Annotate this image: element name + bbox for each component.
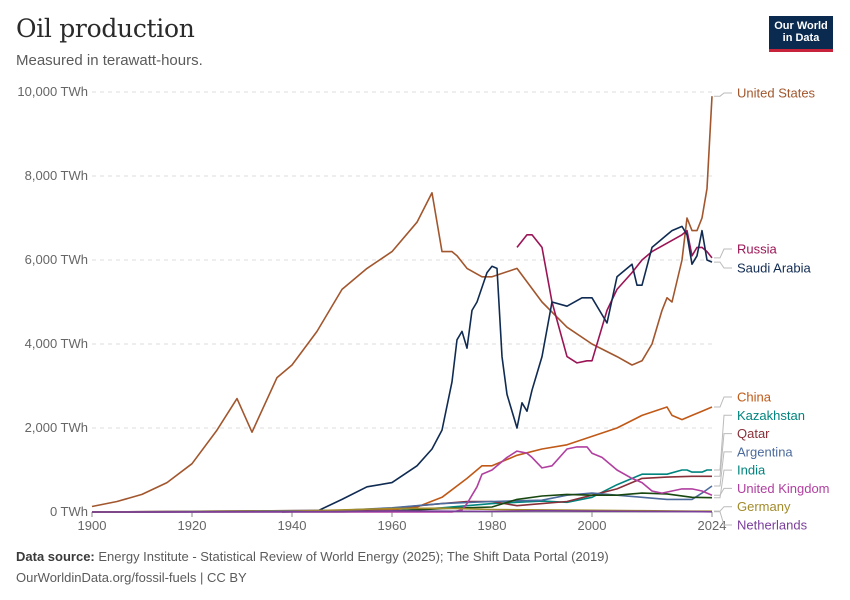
x-tick-label: 1900 — [78, 518, 107, 533]
series-label-germany: Germany — [737, 499, 791, 514]
series-label-united-kingdom: United Kingdom — [737, 481, 830, 496]
grid-layer — [92, 91, 712, 513]
label-connector — [714, 469, 732, 499]
series-label-argentina: Argentina — [737, 444, 793, 459]
logo-accent-bar — [769, 49, 833, 52]
label-connector — [714, 511, 732, 526]
series-lines — [91, 96, 713, 513]
series-line-kazakhstan — [91, 469, 712, 513]
series-line-russia — [516, 229, 713, 364]
label-connector — [714, 414, 732, 471]
label-connector — [714, 261, 732, 269]
series-label-russia: Russia — [737, 242, 778, 257]
owid-logo[interactable]: Our World in Data — [769, 16, 833, 52]
footer-source: Data source: Energy Institute - Statisti… — [16, 549, 609, 564]
series-label-netherlands: Netherlands — [737, 518, 808, 533]
series-label-united-states: United States — [737, 86, 816, 101]
x-tick-label: 2024 — [698, 518, 727, 533]
label-connector — [714, 92, 732, 97]
source-text: Energy Institute - Statistical Review of… — [98, 549, 609, 564]
series-label-india: India — [737, 463, 766, 478]
series-label-kazakhstan: Kazakhstan — [737, 408, 805, 423]
series-line-china — [91, 406, 713, 513]
logo-line-1: Our World — [774, 20, 828, 32]
series-line-saudi-arabia — [281, 225, 713, 513]
y-tick-label: 10,000 TWh — [17, 84, 88, 99]
y-tick-label: 0 TWh — [50, 504, 88, 519]
x-tick-label: 1980 — [478, 518, 507, 533]
y-tick-label: 2,000 TWh — [25, 420, 88, 435]
label-connector — [714, 396, 732, 408]
label-connector — [714, 433, 732, 477]
x-tick-label: 2000 — [578, 518, 607, 533]
x-tick-label: 1920 — [178, 518, 207, 533]
chart-title: Oil production — [16, 14, 195, 43]
y-tick-label: 4,000 TWh — [25, 336, 88, 351]
label-connector — [714, 451, 732, 487]
series-label-qatar: Qatar — [737, 426, 770, 441]
x-tick-label: 1940 — [278, 518, 307, 533]
y-tick-label: 8,000 TWh — [25, 168, 88, 183]
chart-subtitle: Measured in terawatt-hours. — [16, 52, 203, 69]
y-tick-label: 6,000 TWh — [25, 252, 88, 267]
footer-url[interactable]: OurWorldinData.org/fossil-fuels | CC BY — [16, 570, 247, 585]
logo-line-2: in Data — [782, 32, 820, 44]
series-line-netherlands — [91, 509, 713, 513]
series-label-china: China — [737, 390, 772, 405]
series-line-united-kingdom — [92, 446, 713, 513]
axis-layer: 0 TWh 2,000 TWh 4,000 TWh 6,000 TWh 8,000 TW… — [17, 84, 726, 533]
label-connector — [714, 248, 732, 259]
label-connector — [714, 506, 732, 512]
series-line-united-states — [91, 96, 713, 508]
label-connector — [714, 487, 732, 496]
series-labels: United States Russia Saudi Arabia China Kaza… — [714, 86, 830, 533]
series-label-saudi-arabia: Saudi Arabia — [737, 261, 811, 276]
source-label: Data source: — [16, 549, 95, 564]
x-tick-label: 1960 — [378, 518, 407, 533]
